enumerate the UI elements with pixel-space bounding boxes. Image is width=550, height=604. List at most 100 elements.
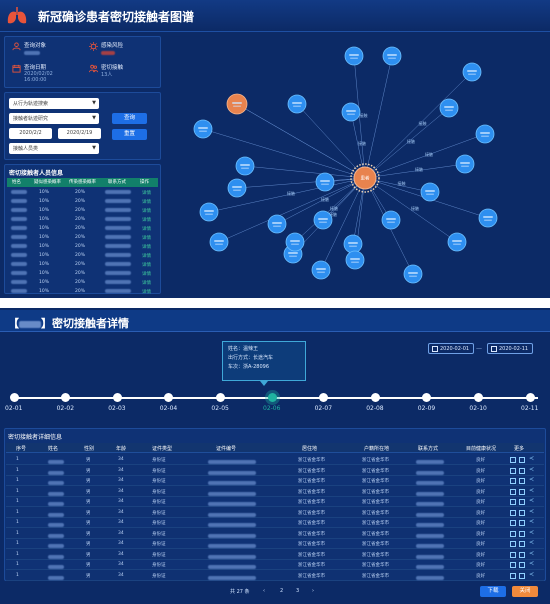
share-icon[interactable]: ≺ bbox=[529, 497, 535, 504]
edit-icon[interactable] bbox=[519, 488, 525, 495]
edit-icon[interactable] bbox=[519, 457, 525, 463]
graph-node[interactable] bbox=[420, 182, 440, 202]
view-icon[interactable] bbox=[510, 467, 516, 474]
graph-node[interactable] bbox=[313, 210, 333, 230]
reset-button[interactable]: 重置 bbox=[112, 129, 147, 140]
edit-icon[interactable] bbox=[519, 478, 525, 484]
view-icon[interactable] bbox=[510, 457, 516, 463]
graph-node[interactable] bbox=[382, 46, 402, 66]
edit-icon[interactable] bbox=[519, 541, 525, 547]
timeline-dot[interactable] bbox=[370, 393, 380, 402]
date-end-input[interactable]: 2020/2/19 bbox=[58, 128, 101, 139]
share-icon[interactable]: ≺ bbox=[529, 549, 535, 557]
trajectory-select[interactable]: 接触者轨迹研究 ▼ bbox=[9, 113, 99, 124]
pager-page-3[interactable]: 3 bbox=[296, 588, 300, 594]
edit-icon[interactable] bbox=[519, 572, 525, 579]
graph-node[interactable] bbox=[315, 172, 335, 192]
edit-icon[interactable] bbox=[519, 499, 525, 505]
list-detail-link[interactable]: 详情 bbox=[142, 245, 151, 250]
share-icon[interactable]: ≺ bbox=[529, 518, 535, 525]
list-detail-link[interactable]: 详情 bbox=[142, 254, 151, 259]
list-detail-link[interactable]: 详情 bbox=[142, 218, 151, 223]
search-mode-select[interactable]: 从行为轨迹搜索 ▼ bbox=[9, 98, 99, 109]
graph-node[interactable] bbox=[235, 156, 255, 176]
list-detail-link[interactable]: 详情 bbox=[142, 236, 151, 241]
graph-node[interactable] bbox=[447, 232, 467, 252]
graph-node[interactable] bbox=[193, 119, 213, 139]
timeline-dot[interactable] bbox=[422, 393, 432, 402]
view-icon[interactable] bbox=[510, 509, 516, 516]
graph-node[interactable] bbox=[344, 46, 364, 66]
timeline-dot[interactable] bbox=[9, 393, 19, 402]
view-icon[interactable] bbox=[510, 530, 516, 537]
share-icon[interactable]: ≺ bbox=[529, 539, 535, 546]
edit-icon[interactable] bbox=[519, 509, 525, 516]
timeline-dot[interactable] bbox=[267, 393, 277, 402]
graph-center-node[interactable]: 患者 bbox=[350, 163, 380, 193]
view-icon[interactable] bbox=[510, 551, 516, 558]
graph-node[interactable] bbox=[381, 210, 401, 230]
share-icon[interactable]: ≺ bbox=[529, 455, 535, 462]
graph-node[interactable] bbox=[267, 214, 287, 234]
pager-page-2[interactable]: 2 bbox=[280, 588, 284, 594]
list-detail-link[interactable]: 详情 bbox=[142, 263, 151, 268]
graph-node[interactable] bbox=[403, 264, 423, 284]
close-button[interactable]: 关闭 bbox=[512, 586, 538, 597]
detail-date-start[interactable]: 2020-02-01 bbox=[428, 343, 475, 354]
query-button[interactable]: 查询 bbox=[112, 113, 147, 124]
share-icon[interactable]: ≺ bbox=[529, 486, 535, 494]
share-icon[interactable]: ≺ bbox=[529, 560, 535, 567]
share-icon[interactable]: ≺ bbox=[529, 528, 535, 536]
timeline-dot[interactable] bbox=[319, 393, 329, 402]
list-detail-link[interactable]: 详情 bbox=[142, 290, 151, 295]
list-detail-link[interactable]: 详情 bbox=[142, 227, 151, 232]
list-detail-link[interactable]: 详情 bbox=[142, 191, 151, 196]
share-icon[interactable]: ≺ bbox=[529, 476, 535, 483]
download-button[interactable]: 下载 bbox=[480, 586, 506, 597]
graph-node[interactable] bbox=[285, 232, 305, 252]
graph-node[interactable] bbox=[343, 234, 363, 254]
edit-icon[interactable] bbox=[519, 520, 525, 526]
pager-prev[interactable]: ‹ bbox=[263, 588, 265, 594]
list-detail-link[interactable]: 详情 bbox=[142, 281, 151, 286]
view-icon[interactable] bbox=[510, 562, 516, 568]
edit-icon[interactable] bbox=[519, 551, 525, 558]
list-detail-link[interactable]: 详情 bbox=[142, 200, 151, 205]
share-icon[interactable]: ≺ bbox=[529, 570, 535, 578]
view-icon[interactable] bbox=[510, 478, 516, 484]
graph-node[interactable] bbox=[478, 208, 498, 228]
detail-date-end[interactable]: 2020-02-11 bbox=[487, 343, 534, 354]
view-icon[interactable] bbox=[510, 488, 516, 495]
graph-node[interactable] bbox=[227, 178, 247, 198]
graph-node[interactable] bbox=[287, 94, 307, 114]
view-icon[interactable] bbox=[510, 541, 516, 547]
view-icon[interactable] bbox=[510, 520, 516, 526]
list-detail-link[interactable]: 详情 bbox=[142, 209, 151, 214]
graph-node[interactable] bbox=[341, 102, 361, 122]
graph-node[interactable] bbox=[462, 62, 482, 82]
edit-icon[interactable] bbox=[519, 530, 525, 537]
edit-icon[interactable] bbox=[519, 467, 525, 474]
graph-node[interactable] bbox=[209, 232, 229, 252]
timeline-dot[interactable] bbox=[61, 393, 71, 402]
graph-node[interactable] bbox=[475, 124, 495, 144]
view-icon[interactable] bbox=[510, 572, 516, 579]
timeline-dot[interactable] bbox=[525, 393, 535, 402]
share-icon[interactable]: ≺ bbox=[529, 465, 535, 473]
graph-node[interactable] bbox=[311, 260, 331, 280]
view-icon[interactable] bbox=[510, 499, 516, 505]
timeline-dot[interactable] bbox=[215, 393, 225, 402]
graph-node[interactable] bbox=[345, 250, 365, 270]
date-start-input[interactable]: 2020/2/2 bbox=[9, 128, 52, 139]
timeline-dot[interactable] bbox=[164, 393, 174, 402]
graph-node[interactable] bbox=[439, 98, 459, 118]
graph-node-highlight[interactable] bbox=[226, 93, 248, 115]
graph-node[interactable] bbox=[455, 154, 475, 174]
list-detail-link[interactable]: 详情 bbox=[142, 272, 151, 277]
pager-next[interactable]: › bbox=[312, 588, 314, 594]
timeline-dot[interactable] bbox=[112, 393, 122, 402]
share-icon[interactable]: ≺ bbox=[529, 507, 535, 515]
edit-icon[interactable] bbox=[519, 562, 525, 568]
timeline-dot[interactable] bbox=[473, 393, 483, 402]
graph-node[interactable] bbox=[199, 202, 219, 222]
